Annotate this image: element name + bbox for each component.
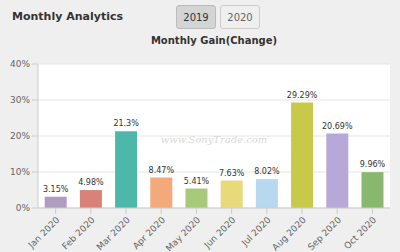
html-text:Monthly Analytics: Monthly Analytics	[12, 10, 123, 23]
svg-text:20%: 20%	[10, 131, 30, 141]
svg-text:29.29%: 29.29%	[287, 91, 318, 100]
svg-text:8.02%: 8.02%	[254, 167, 280, 176]
svg-text:4.98%: 4.98%	[78, 178, 104, 187]
svg-text:7.63%: 7.63%	[219, 169, 245, 178]
svg-text:Jun 2020: Jun 2020	[202, 215, 238, 251]
html-text:2020: 2020	[227, 12, 253, 23]
html-text:www.SonyTrade.com: www.SonyTrade.com	[160, 134, 268, 146]
svg-text:0%: 0%	[16, 203, 31, 213]
svg-text:21.3%: 21.3%	[113, 119, 139, 128]
svg-text:8.47%: 8.47%	[149, 166, 175, 175]
svg-text:Oct 2020: Oct 2020	[342, 215, 378, 251]
svg-text:May 2020: May 2020	[164, 215, 203, 252]
svg-text:5.41%: 5.41%	[184, 177, 210, 186]
svg-text:Jan 2020: Jan 2020	[26, 215, 62, 251]
html-text:Monthly Gain(Change): Monthly Gain(Change)	[150, 35, 278, 46]
svg-text:Aug 2020: Aug 2020	[270, 215, 308, 252]
svg-text:40%: 40%	[10, 59, 30, 69]
svg-text:9.96%: 9.96%	[360, 160, 386, 169]
svg-text:3.15%: 3.15%	[43, 185, 69, 194]
svg-text:Jul 2020: Jul 2020	[239, 215, 273, 249]
svg-text:Apr 2020: Apr 2020	[131, 215, 167, 251]
svg-text:30%: 30%	[10, 95, 30, 105]
svg-text:Mar 2020: Mar 2020	[95, 215, 132, 252]
html-text:2019: 2019	[183, 12, 209, 23]
svg-text:Sep 2020: Sep 2020	[306, 215, 343, 252]
svg-text:10%: 10%	[10, 167, 30, 177]
svg-text:20.69%: 20.69%	[322, 122, 353, 131]
svg-text:Feb 2020: Feb 2020	[60, 215, 97, 252]
